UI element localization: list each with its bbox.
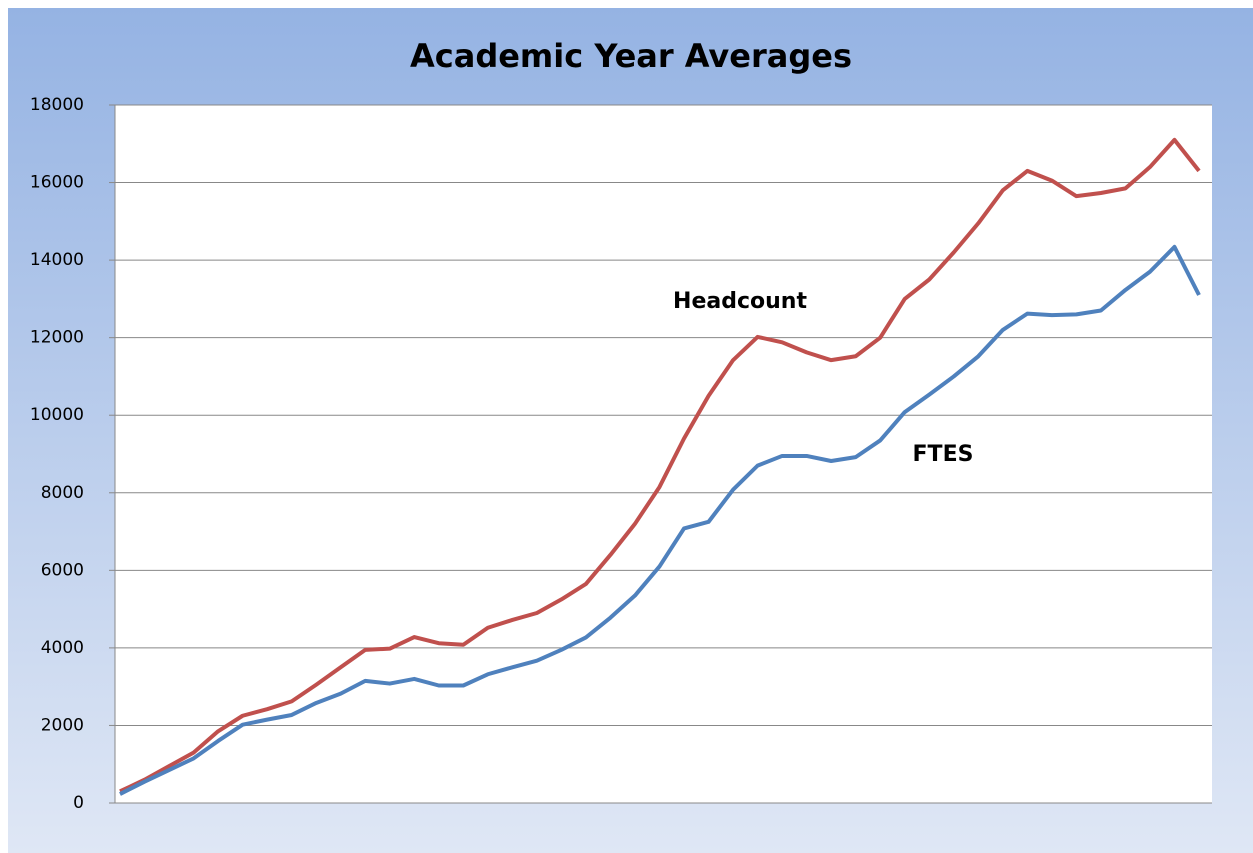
y-tick-label: 4000 <box>41 638 84 658</box>
y-tick-label: 14000 <box>30 250 84 270</box>
y-tick-label: 12000 <box>30 328 84 348</box>
series-line <box>119 244 1201 796</box>
y-tick-label: 18000 <box>30 95 84 115</box>
series-label: Headcount <box>673 289 807 314</box>
y-tick-label: 6000 <box>41 560 84 580</box>
y-tick-label: 16000 <box>30 173 84 193</box>
series-label: FTES <box>913 442 974 467</box>
y-tick-label: 10000 <box>30 405 84 425</box>
chart-title: Academic Year Averages <box>410 37 852 75</box>
y-tick-label: 0 <box>73 793 84 813</box>
plot-area <box>115 105 1212 803</box>
series-line <box>119 137 1201 794</box>
y-tick-label: 8000 <box>41 483 84 503</box>
y-tick-label: 2000 <box>41 715 84 735</box>
